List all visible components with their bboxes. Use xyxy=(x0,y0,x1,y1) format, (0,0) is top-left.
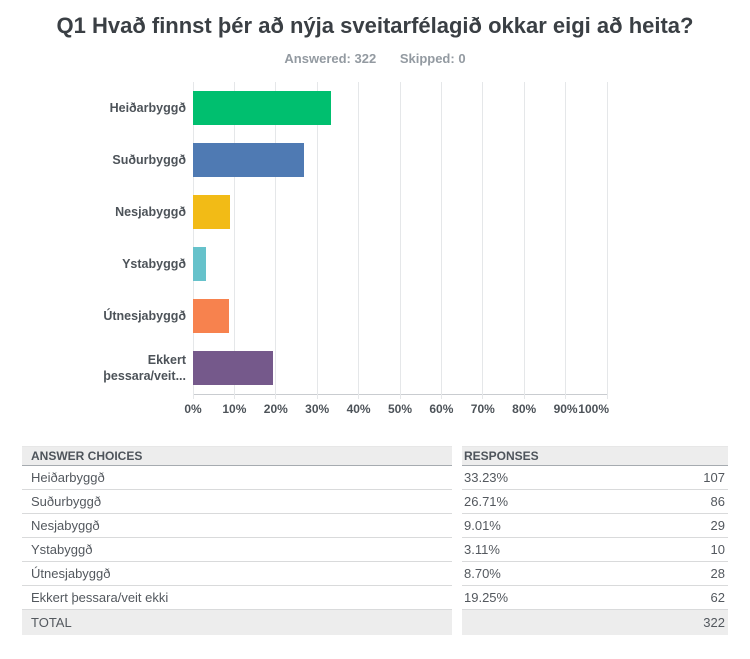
responses-cell: 33.23% 107 xyxy=(462,466,728,490)
table-row: Heiðarbyggð 33.23% 107 xyxy=(22,466,728,490)
gridline xyxy=(440,82,442,399)
gridline xyxy=(399,82,401,399)
percent-value: 19.25% xyxy=(464,590,509,605)
chart-row xyxy=(193,342,607,394)
total-count: 322 xyxy=(462,610,728,635)
chart-row xyxy=(193,134,607,186)
responses-cell: 8.70% 28 xyxy=(462,562,728,586)
response-meta: Answered: 322 Skipped: 0 xyxy=(0,51,750,66)
chart-row xyxy=(193,186,607,238)
gridline xyxy=(358,82,360,399)
category-label: Heiðarbyggð xyxy=(109,100,186,115)
question-title: Q1 Hvað finnst þér að nýja sveitarfélagi… xyxy=(56,13,694,38)
responses-cell: 3.11% 10 xyxy=(462,538,728,562)
bar[interactable] xyxy=(193,195,231,229)
table-row: Nesjabyggð 9.01% 29 xyxy=(22,514,728,538)
table-row: Ekkert þessara/veit ekki 19.25% 62 xyxy=(22,586,728,610)
x-axis-label: 100% xyxy=(578,402,609,416)
chart-row xyxy=(193,238,607,290)
count-value: 107 xyxy=(703,470,725,485)
category-label: Útnesjabyggð xyxy=(103,308,186,323)
x-axis-label: 90% xyxy=(553,402,578,416)
x-axis-label: 80% xyxy=(512,402,537,416)
count-value: 29 xyxy=(710,518,725,533)
table-total-row: TOTAL 322 xyxy=(22,610,728,635)
category-label: Ystabyggð xyxy=(122,256,186,271)
category-labels: Heiðarbyggð Suðurbyggð Nesjabyggð Ystabyggð… xyxy=(36,82,186,394)
bar[interactable] xyxy=(193,247,206,281)
gridline xyxy=(482,82,484,399)
answer-table: ANSWER CHOICES RESPONSES Heiðarbyggð 33.2… xyxy=(22,446,728,635)
x-axis-label: 40% xyxy=(346,402,371,416)
answer-choice-cell: Nesjabyggð xyxy=(22,514,452,538)
percent-value: 33.23% xyxy=(464,470,509,485)
column-gutter xyxy=(452,514,462,538)
percent-value: 9.01% xyxy=(464,518,501,533)
count-value: 62 xyxy=(710,590,725,605)
bar[interactable] xyxy=(193,351,273,385)
bar[interactable] xyxy=(193,143,304,177)
bars xyxy=(193,82,607,394)
answer-choices-header: ANSWER CHOICES xyxy=(22,446,452,466)
category-label: Suðurbyggð xyxy=(112,152,186,167)
gridline xyxy=(316,82,318,399)
table-row: Útnesjabyggð 8.70% 28 xyxy=(22,562,728,586)
column-gutter xyxy=(452,610,462,635)
answer-choice-cell: Útnesjabyggð xyxy=(22,562,452,586)
table-header-row: ANSWER CHOICES RESPONSES xyxy=(22,446,728,466)
column-gutter xyxy=(452,562,462,586)
x-axis-label: 10% xyxy=(222,402,247,416)
answer-choice-cell: Suðurbyggð xyxy=(22,490,452,514)
percent-value: 8.70% xyxy=(464,566,501,581)
gridline xyxy=(233,82,235,399)
percent-value: 3.11% xyxy=(464,542,500,557)
bar[interactable] xyxy=(193,299,230,333)
table-body: Heiðarbyggð 33.23% 107 Suðurbyggð 26.71% 86 Ne… xyxy=(22,466,728,610)
chart-row xyxy=(193,290,607,342)
category-label: Nesjabyggð xyxy=(115,204,186,219)
gridline xyxy=(565,82,567,399)
x-axis-label: 70% xyxy=(470,402,495,416)
gridline xyxy=(606,82,608,399)
table-row: Suðurbyggð 26.71% 86 xyxy=(22,490,728,514)
count-value: 28 xyxy=(710,566,725,581)
gridline xyxy=(192,82,194,399)
bar-chart: Heiðarbyggð Suðurbyggð Nesjabyggð Ystabyggð… xyxy=(0,82,750,417)
responses-cell: 9.01% 29 xyxy=(462,514,728,538)
gridline xyxy=(275,82,277,399)
x-axis-labels: 0% 10% 20% 30% 40% 50% 60% 70% 80% 90% 100% xyxy=(184,400,609,416)
count-value: 10 xyxy=(710,542,725,557)
chart-row xyxy=(193,82,607,134)
x-axis-label: 50% xyxy=(387,402,413,416)
bar[interactable] xyxy=(193,91,331,125)
answered-count: Answered: 322 xyxy=(284,51,377,66)
gridline xyxy=(523,82,525,399)
table-row: Ystabyggð 3.11% 10 xyxy=(22,538,728,562)
percent-value: 26.71% xyxy=(464,494,509,509)
category-label: Ekkert þessara/veit... xyxy=(103,352,186,383)
responses-header: RESPONSES xyxy=(462,446,728,466)
answer-choice-cell: Heiðarbyggð xyxy=(22,466,452,490)
total-label: TOTAL xyxy=(22,610,452,635)
plot-area xyxy=(192,82,608,399)
column-gutter xyxy=(452,586,462,610)
column-gutter xyxy=(452,538,462,562)
responses-cell: 26.71% 86 xyxy=(462,490,728,514)
answer-choice-cell: Ekkert þessara/veit ekki xyxy=(22,586,452,610)
x-axis-label: 0% xyxy=(184,402,202,416)
answer-choice-cell: Ystabyggð xyxy=(22,538,452,562)
x-axis-label: 30% xyxy=(305,402,330,416)
x-axis-label: 20% xyxy=(263,402,288,416)
column-gutter xyxy=(452,490,462,514)
count-value: 86 xyxy=(710,494,725,509)
x-axis-label: 60% xyxy=(429,402,454,416)
responses-cell: 19.25% 62 xyxy=(462,586,728,610)
column-gutter xyxy=(452,466,462,490)
skipped-count: Skipped: 0 xyxy=(399,51,466,66)
column-gutter xyxy=(452,446,462,466)
